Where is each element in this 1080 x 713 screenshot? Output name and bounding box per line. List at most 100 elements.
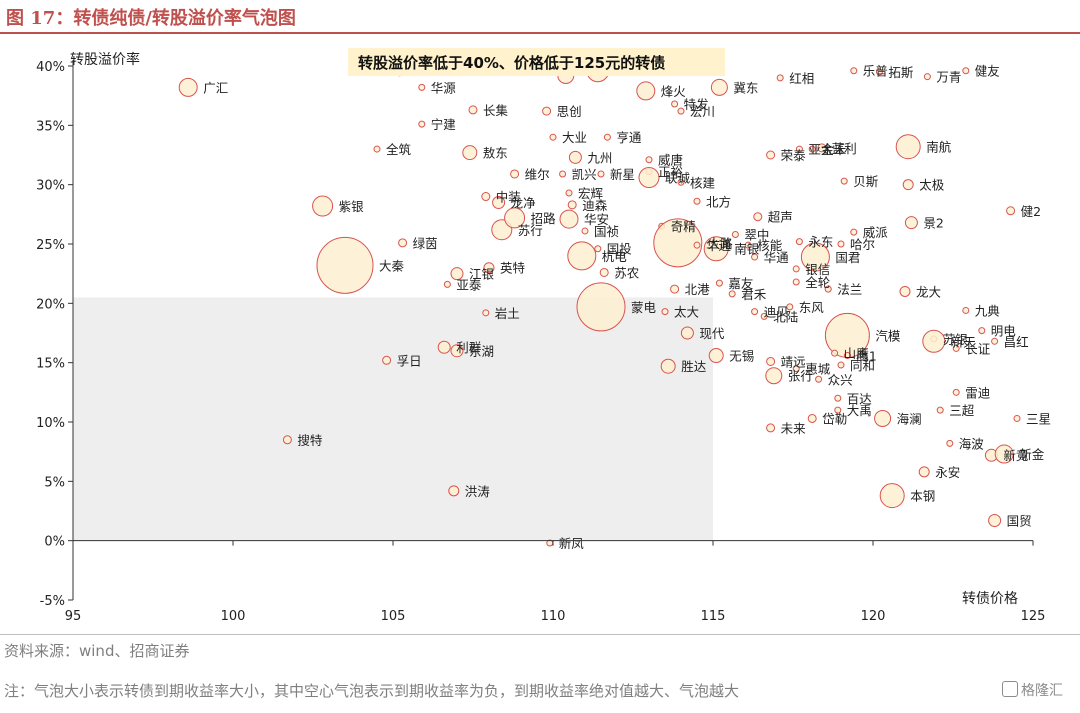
bubble-label-本钢: 本钢 (910, 489, 935, 504)
bubble-label-长集: 长集 (483, 103, 509, 118)
bubble-label-宁建: 宁建 (431, 117, 457, 132)
x-axis-label: 转债价格 (962, 591, 1018, 607)
bubble-label-翠中: 翠中 (744, 228, 769, 243)
bubble-label-万青: 万青 (936, 70, 961, 85)
y-tick-label: 20% (36, 297, 65, 312)
bubble-label-众兴: 众兴 (828, 372, 853, 387)
x-tick-label: 125 (1021, 609, 1046, 624)
bubble-国投 (594, 245, 602, 253)
bubble-label-山鹰: 山鹰 (844, 346, 869, 361)
callout-background (348, 48, 725, 76)
bubble-label-华通: 华通 (706, 238, 732, 253)
brand-logo-icon (1002, 681, 1018, 697)
bubble-大业 (549, 133, 557, 141)
source-note: 资料来源：wind、招商证券 (4, 642, 190, 660)
bubble-贝斯 (840, 177, 848, 185)
x-tick-label: 100 (221, 609, 246, 624)
bubble-华通 (693, 241, 701, 249)
bubble-label-海波: 海波 (959, 436, 985, 451)
bubble-龙大 (899, 285, 911, 297)
bubble-label-雷迪: 雷迪 (965, 385, 990, 400)
bubble-label-君禾: 君禾 (741, 287, 767, 302)
bubble-label-永东: 永东 (808, 235, 833, 250)
x-tick-label: 120 (861, 609, 886, 624)
bubble-维尔 (510, 169, 520, 179)
bubble-思创 (542, 106, 552, 116)
bubble-健2 (1006, 206, 1016, 216)
y-tick-label: 35% (36, 119, 65, 134)
bubble-翠中 (731, 231, 739, 239)
x-tick-label: 115 (701, 609, 726, 624)
bubble-华源 (418, 83, 426, 91)
bubble-三超 (936, 406, 944, 414)
bubble-迪森 (567, 200, 577, 210)
bubble-英特 (483, 262, 495, 274)
x-tick-label: 110 (541, 609, 566, 624)
bubble-label-北陆: 北陆 (773, 309, 798, 324)
bubble-label-三超: 三超 (949, 403, 975, 418)
bubble-众兴 (815, 375, 823, 383)
bubble-label-国投: 国投 (607, 242, 632, 257)
bubble-label-靖远: 靖远 (781, 354, 807, 369)
bubble-全筑 (373, 145, 381, 153)
bubble-label-健友: 健友 (975, 64, 1000, 79)
bubble-label-蒙电: 蒙电 (631, 300, 657, 315)
bubble-雷迪 (952, 388, 960, 396)
bubble-label-太大: 太大 (674, 305, 699, 320)
bubble-超声 (753, 212, 763, 222)
bubble-label-联诚: 联诚 (665, 171, 691, 186)
bubble-北方 (693, 197, 701, 205)
bubble-绿茵 (398, 238, 408, 248)
bubble-联诚 (638, 167, 660, 189)
bubble-label-冀东: 冀东 (733, 80, 758, 95)
bubble-亚太 (795, 145, 803, 153)
bubble-label-广汇: 广汇 (203, 80, 228, 95)
bubble-label-华通2: 华通 (764, 250, 790, 265)
bubble-label-威唐: 威唐 (658, 153, 683, 168)
x-tick-label: 105 (381, 609, 406, 624)
bubble-蓝利 (817, 143, 827, 153)
bubble-敖东 (462, 145, 478, 161)
bubble-大路 (653, 218, 703, 268)
bubble-label-健2: 健2 (1021, 204, 1041, 219)
y-tick-label: 0% (44, 535, 65, 550)
bubble-label-现代: 现代 (699, 326, 725, 341)
bubble-label-大业: 大业 (562, 130, 587, 145)
bubble-惠城 (792, 365, 800, 373)
bubble-新天 (922, 329, 946, 353)
bubble-label-九典: 九典 (975, 303, 1000, 318)
bubble-label-杭电: 杭电 (602, 249, 628, 264)
bubble-烽火 (636, 81, 656, 101)
bubble-苏农 (599, 267, 609, 277)
bubble-江银 (450, 267, 464, 281)
bubble-景2 (904, 216, 918, 230)
bubble-label-搜特: 搜特 (297, 433, 322, 448)
bubble-同和 (837, 361, 845, 369)
bubble-label-孚日: 孚日 (397, 353, 422, 368)
bubble-label-新星: 新星 (610, 167, 635, 182)
x-tick-label: 95 (65, 609, 82, 624)
bubble-label-宏辉: 宏辉 (578, 186, 603, 201)
bubble-明电 (978, 327, 986, 335)
bubble-红相 (776, 74, 784, 82)
bubble-岱勒 (807, 413, 817, 423)
bubble-label-中装: 中装 (496, 190, 521, 205)
x-tick-group: 95 100 105 110 115 120 125 (65, 540, 1046, 624)
bubble-label-永安: 永安 (935, 465, 960, 480)
bubble-国君 (800, 242, 830, 272)
bubble-迪贝 (751, 308, 759, 316)
bubble-新星 (597, 170, 605, 178)
bubble-label-苏行: 苏行 (518, 223, 543, 238)
bubble-label-胜达: 胜达 (681, 359, 707, 374)
bubble-华通2 (751, 253, 759, 261)
bubble-利群 (437, 340, 451, 354)
bubble-宁建 (418, 120, 426, 128)
bubble-label-新金: 新金 (1019, 447, 1045, 462)
bubble-南航 (895, 134, 921, 160)
bubble-现代 (680, 326, 694, 340)
bubble-银信 (792, 265, 800, 273)
bubble-label-亚太: 亚太 (808, 142, 834, 157)
bubble-label-紫银: 紫银 (339, 199, 365, 214)
y-axis-label: 转股溢价率 (70, 51, 140, 68)
